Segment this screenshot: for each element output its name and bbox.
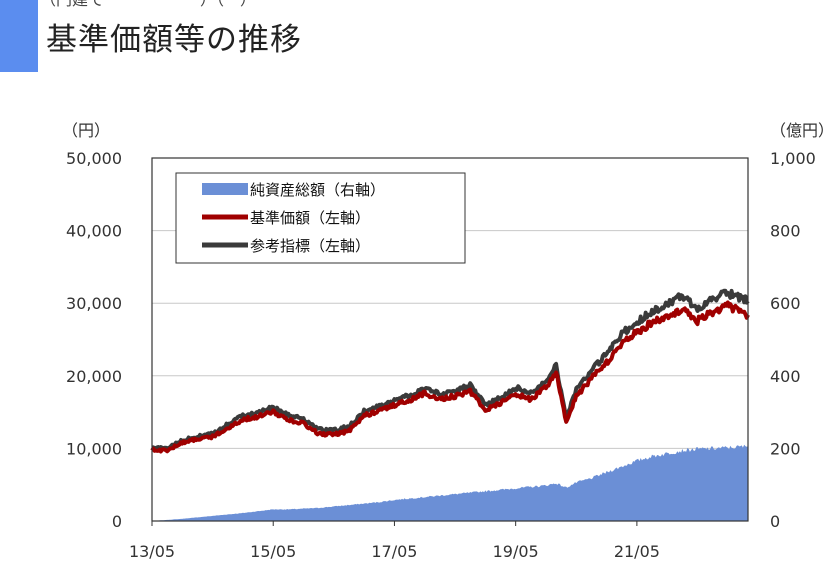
right-tick-label: 600 [770,294,801,313]
plot-frame [151,157,749,522]
right-axis-unit-label: （億円） [770,121,834,140]
legend-label-nav: 基準価額（左軸） [250,209,370,227]
legend-label-net-assets: 純資産総額（右軸） [250,181,385,199]
x-tick-label: 15/05 [250,542,296,561]
left-tick-label: 0 [112,512,122,531]
series-line-nav [150,300,750,454]
x-axis-ticks: 13/05 15/05 17/05 19/05 21/05 [129,521,660,561]
series-line-benchmark [151,288,750,452]
x-tick-label: 19/05 [493,542,539,561]
right-tick-label: 400 [770,367,801,386]
legend-label-benchmark: 参考指標（左軸） [250,237,370,255]
left-tick-label: 10,000 [66,439,122,458]
series-area-net-assets [152,444,748,521]
right-tick-label: 0 [770,512,780,531]
left-tick-label: 30,000 [66,294,122,313]
x-tick-label: 17/05 [371,542,417,561]
x-tick-label: 21/05 [614,542,660,561]
net-assets-area-layer [152,444,748,521]
left-tick-label: 40,000 [66,222,122,241]
legend-swatch-net-assets [202,183,248,195]
left-tick-label: 20,000 [66,367,122,386]
left-axis-unit-label: （円） [62,121,110,140]
left-axis-ticks: 0 10,000 20,000 30,000 40,000 50,000 [66,149,122,531]
line-series-layer [150,288,750,454]
page-title: 基準価額等の推移 [46,22,302,58]
clipped-heading-fragment: （円建て ）（ ） [40,0,256,10]
right-tick-label: 1,000 [770,149,816,168]
x-tick-label: 13/05 [129,542,175,561]
left-tick-label: 50,000 [66,149,122,168]
title-accent-bar [0,0,38,72]
legend: 純資産総額（右軸） 基準価額（左軸） 参考指標（左軸） [175,172,466,264]
right-axis-ticks: 0 200 400 600 800 1,000 [770,149,816,531]
right-tick-label: 800 [770,222,801,241]
right-tick-label: 200 [770,439,801,458]
